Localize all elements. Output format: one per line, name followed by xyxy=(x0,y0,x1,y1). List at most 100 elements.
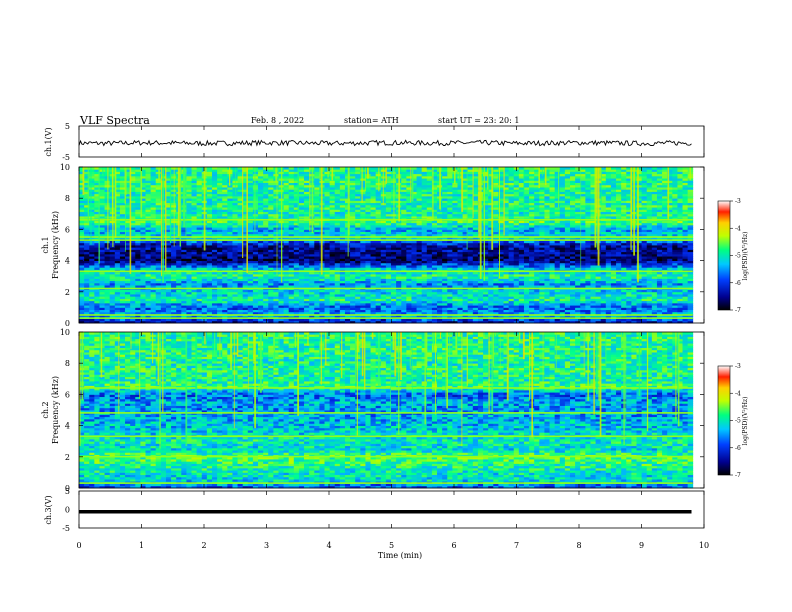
spectrogram-cell xyxy=(365,273,371,277)
spectrogram-cell xyxy=(186,298,192,302)
spectrogram-cell xyxy=(206,291,213,295)
spectrogram-cell xyxy=(176,305,182,308)
spectrogram-cell xyxy=(662,294,668,297)
spectrogram-cell xyxy=(293,320,300,324)
spectrogram-cell xyxy=(518,265,525,268)
spectrogram-cell xyxy=(288,300,295,304)
spectrogram-cell xyxy=(656,302,663,306)
spectrogram-cell xyxy=(667,302,673,306)
spectrogram-cell xyxy=(130,280,136,284)
spectrogram-cell xyxy=(401,305,407,308)
spectrogram-cell xyxy=(426,296,433,299)
spectrogram-cell xyxy=(125,309,131,313)
spectrogram-cell xyxy=(610,265,617,268)
spectrogram-cell xyxy=(258,273,264,277)
spectrogram-cell xyxy=(590,276,596,279)
spectrogram-cell xyxy=(564,300,571,304)
spectrogram-cell xyxy=(370,291,377,295)
spectrogram-cell xyxy=(339,271,346,275)
spectrogram-cell xyxy=(339,267,346,270)
spectrogram-cell xyxy=(89,271,95,275)
spectrogram-cell xyxy=(641,271,648,275)
spectrogram-cell xyxy=(109,320,116,324)
spectrogram-cell xyxy=(350,265,356,268)
spectrogram-cell xyxy=(600,282,607,286)
spectrogram-cell xyxy=(575,296,581,299)
spectrogram-cell xyxy=(447,294,453,297)
spectrogram-cell xyxy=(493,318,499,322)
spectrogram-cell xyxy=(237,265,244,268)
spectrogram-cell xyxy=(252,280,259,284)
spectrogram-cell xyxy=(570,307,576,311)
spectrogram-cell xyxy=(585,265,591,268)
spectrogram-cell xyxy=(687,276,694,279)
spectrogram-cell xyxy=(447,262,453,266)
spectrogram-cell xyxy=(171,300,177,304)
spectrogram-cell xyxy=(616,267,622,270)
spectrogram-cell xyxy=(135,320,141,324)
spectrogram-cell xyxy=(641,278,648,282)
spectrogram-cell xyxy=(155,307,162,311)
spectrogram-cell xyxy=(329,311,336,315)
spectrogram-cell xyxy=(176,309,182,313)
spectrogram-cell xyxy=(544,305,550,308)
spectrogram-cell xyxy=(109,302,116,306)
spectrogram-cell xyxy=(585,311,591,315)
spectrogram-cell xyxy=(114,298,121,302)
spectrogram-cell xyxy=(590,285,596,288)
spectrogram-cell xyxy=(355,320,361,324)
spectrogram-cell xyxy=(401,282,407,286)
spectrogram-cell xyxy=(227,267,233,270)
spectrogram-cell xyxy=(114,285,121,288)
spectrogram-cell xyxy=(483,265,489,268)
spectrogram-cell xyxy=(242,265,249,268)
spectrogram-cell xyxy=(171,282,177,286)
spectrogram-cell xyxy=(616,271,622,275)
spectrogram-cell xyxy=(247,296,254,299)
spectrogram-cell xyxy=(672,291,678,295)
spectrogram-cell xyxy=(355,276,361,279)
spectrogram-cell xyxy=(682,298,689,302)
spectrogram-cell xyxy=(298,296,305,299)
spectrogram-cell xyxy=(222,305,228,308)
spectrogram-cell xyxy=(631,307,637,311)
spectrogram-cell xyxy=(651,289,658,293)
spectrogram-cell xyxy=(242,294,249,297)
spectrogram-cell xyxy=(600,271,607,275)
spectrogram-cell xyxy=(201,302,208,306)
spectrogram-cell xyxy=(263,309,269,313)
spectrogram-cell xyxy=(416,262,423,266)
spectrogram-cell xyxy=(534,300,540,304)
spectrogram-cell xyxy=(304,285,310,288)
spectrogram-cell xyxy=(79,300,85,304)
spectrogram-cell xyxy=(125,318,131,322)
spectrogram-cell xyxy=(278,307,284,311)
spectrogram-cell xyxy=(667,318,673,322)
spectrogram-cell xyxy=(334,273,341,277)
spectrogram-cell xyxy=(84,276,90,279)
spectrogram-cell xyxy=(130,296,136,299)
spectrogram-cell xyxy=(431,276,438,279)
spectrogram-cell xyxy=(140,280,146,284)
spectrogram-cell xyxy=(626,278,632,282)
spectrogram-cell xyxy=(84,309,90,313)
spectrogram-cell xyxy=(544,309,550,313)
spectrogram-cell xyxy=(595,298,602,302)
spectrogram-cell xyxy=(237,267,244,270)
spectrogram-cell xyxy=(191,291,198,295)
spectrogram-cell xyxy=(365,305,371,308)
spectrogram-cell xyxy=(237,300,244,304)
spectrogram-cell xyxy=(160,305,167,308)
spectrogram-cell xyxy=(462,298,469,302)
spectrogram-cell xyxy=(431,267,438,270)
spectrogram-cell xyxy=(304,318,310,322)
spectrogram-cell xyxy=(636,302,642,306)
spectrogram-cell xyxy=(498,305,504,308)
spectrogram-cell xyxy=(385,276,392,279)
spectrogram-cell xyxy=(109,282,116,286)
spectrogram-cell xyxy=(273,265,279,268)
spectrogram-cell xyxy=(646,271,653,275)
spectrogram-cell xyxy=(529,291,535,295)
spectrogram-cell xyxy=(355,298,361,302)
spectrogram-cell xyxy=(283,267,290,270)
